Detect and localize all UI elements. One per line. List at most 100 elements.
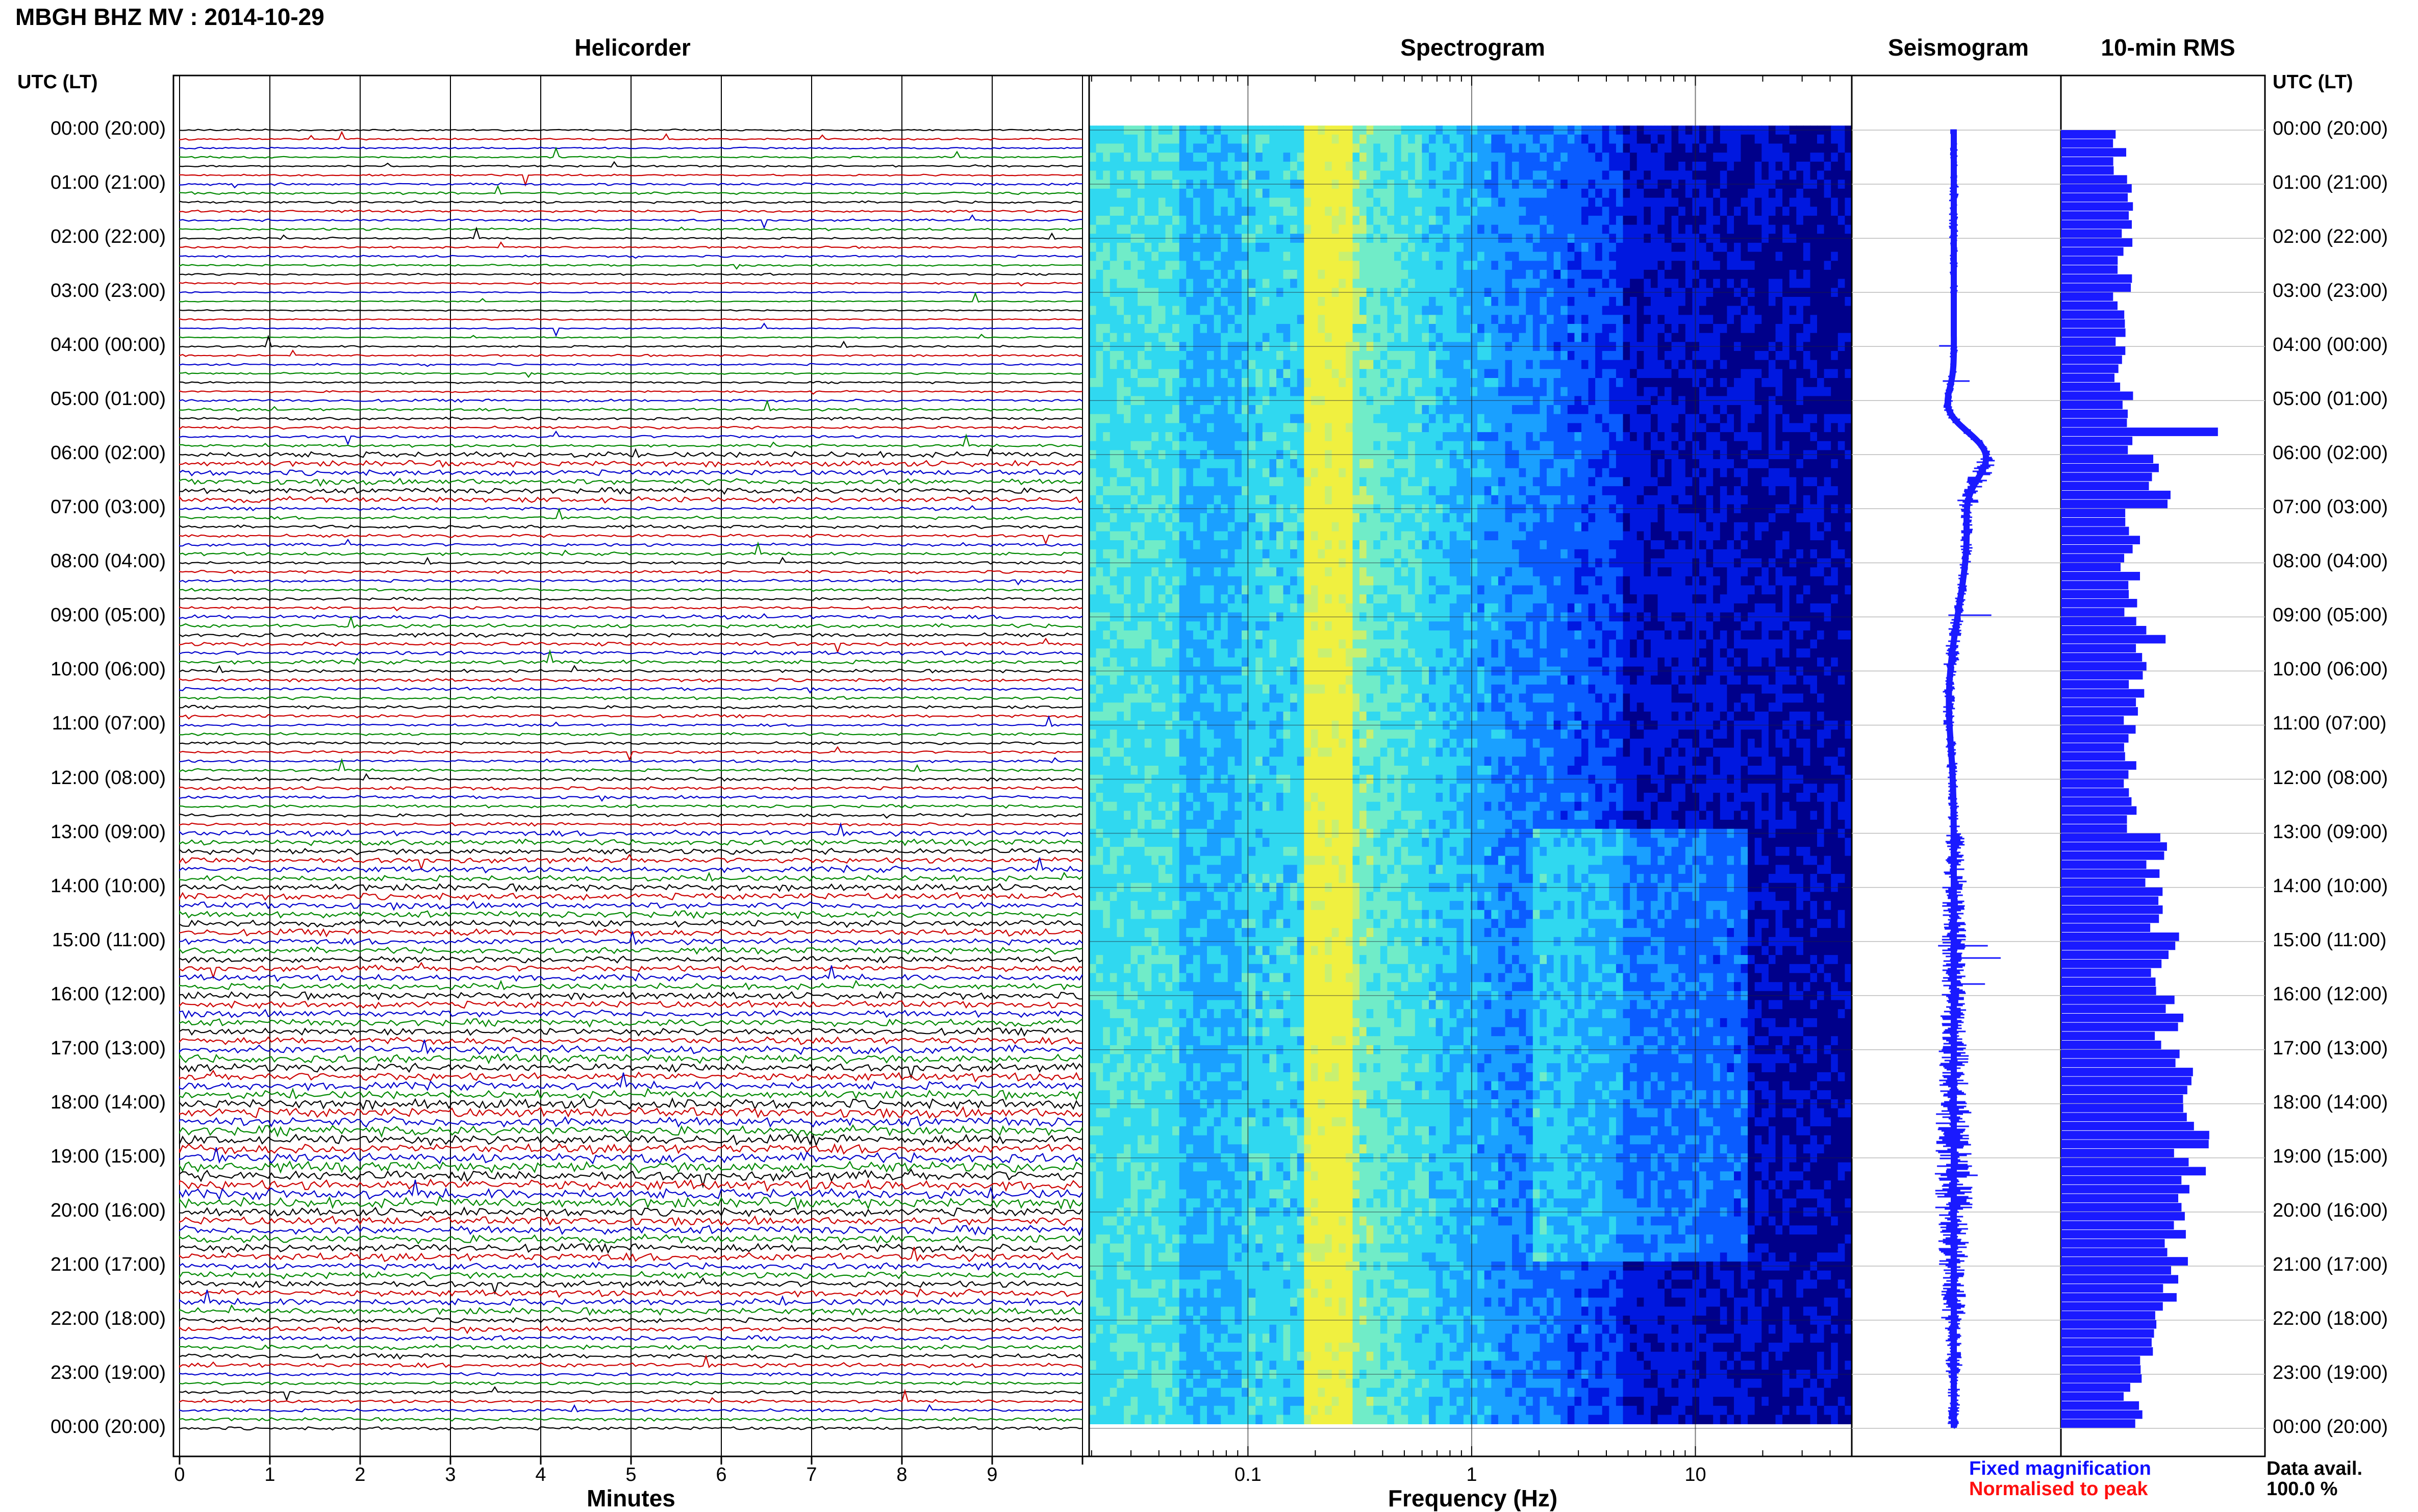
rms-bar bbox=[2061, 1131, 2209, 1140]
rms-bar bbox=[2061, 1311, 2155, 1320]
rms-bar bbox=[2061, 536, 2140, 544]
rms-bar bbox=[2061, 770, 2128, 779]
helicorder-tick-label: 6 bbox=[716, 1464, 726, 1486]
rms-bar bbox=[2061, 139, 2113, 148]
rms-bar bbox=[2061, 644, 2136, 652]
rms-bar bbox=[2061, 707, 2138, 716]
rms-bar bbox=[2061, 247, 2124, 256]
helicorder-tick-label: 9 bbox=[987, 1464, 997, 1486]
rms-bar bbox=[2061, 861, 2147, 869]
rms-bar bbox=[2061, 996, 2175, 1004]
rms-bar bbox=[2061, 130, 2115, 139]
rms-bar bbox=[2061, 265, 2118, 274]
rms-bar bbox=[2061, 329, 2126, 337]
helicorder-tick-label: 3 bbox=[445, 1464, 456, 1486]
rms-bar bbox=[2061, 635, 2165, 644]
rms-bar bbox=[2061, 1410, 2143, 1419]
rms-bar bbox=[2061, 166, 2114, 175]
rms-bar bbox=[2061, 563, 2121, 571]
rms-bar bbox=[2061, 581, 2128, 590]
rms-bar bbox=[2061, 301, 2118, 310]
helicorder-tick-label: 2 bbox=[355, 1464, 365, 1486]
helicorder-tick-label: 5 bbox=[625, 1464, 636, 1486]
helicorder-tick-label: 8 bbox=[896, 1464, 907, 1486]
data-availability-value: 100.0 % bbox=[2266, 1478, 2337, 1500]
rms-bar bbox=[2061, 1176, 2181, 1185]
rms-bar bbox=[2061, 437, 2132, 445]
rms-bar bbox=[2061, 1293, 2177, 1302]
rms-bar bbox=[2061, 1077, 2192, 1086]
rms-bar bbox=[2061, 1383, 2130, 1392]
rms-bar bbox=[2061, 698, 2136, 707]
rms-bar bbox=[2061, 896, 2158, 905]
rms-bar bbox=[2061, 446, 2128, 455]
rms-bar bbox=[2061, 1041, 2161, 1049]
rms-bar bbox=[2061, 356, 2122, 364]
rms-bar bbox=[2061, 1059, 2176, 1067]
rms-bar bbox=[2061, 1203, 2181, 1212]
rms-bar bbox=[2061, 500, 2168, 509]
rms-bar bbox=[2061, 572, 2140, 581]
data-availability-label: Data avail. bbox=[2266, 1458, 2362, 1480]
rms-bar bbox=[2061, 1031, 2155, 1040]
rms-bar bbox=[2061, 590, 2129, 598]
rms-bar bbox=[2061, 419, 2127, 427]
rms-bar bbox=[2061, 1275, 2178, 1284]
rms-bar bbox=[2061, 193, 2128, 202]
rms-bar bbox=[2061, 392, 2133, 400]
rms-bar bbox=[2061, 942, 2175, 950]
rms-bar bbox=[2061, 834, 2160, 842]
rms-bar bbox=[2061, 410, 2128, 418]
helicorder-xlabel: Minutes bbox=[587, 1484, 675, 1512]
rms-bar bbox=[2061, 987, 2156, 995]
legend-fixed-magnification: Fixed magnification bbox=[1969, 1458, 2151, 1480]
rms-bar bbox=[2061, 1095, 2183, 1103]
rms-bar bbox=[2061, 716, 2124, 725]
helicorder-tick-label: 7 bbox=[806, 1464, 817, 1486]
rms-bar bbox=[2061, 617, 2136, 625]
rms-bar bbox=[2061, 1113, 2187, 1121]
rms-bar bbox=[2061, 464, 2159, 472]
spectrogram-image bbox=[1089, 125, 1852, 1424]
rms-bar bbox=[2061, 427, 2218, 436]
rms-bar bbox=[2061, 1320, 2156, 1329]
rms-bar bbox=[2061, 779, 2124, 788]
legend-normalised-to-peak: Normalised to peak bbox=[1969, 1478, 2148, 1500]
rms-bar bbox=[2061, 157, 2113, 166]
rms-bar bbox=[2061, 229, 2122, 238]
rms-bar bbox=[2061, 888, 2162, 896]
rms-bar bbox=[2061, 905, 2163, 914]
helicorder-tick-label: 4 bbox=[535, 1464, 546, 1486]
rms-bar bbox=[2061, 1023, 2178, 1031]
rms-bar bbox=[2061, 1194, 2178, 1203]
rms-bar bbox=[2061, 509, 2125, 517]
rms-bar bbox=[2061, 797, 2131, 806]
rms-bar bbox=[2061, 554, 2124, 563]
rms-bar bbox=[2061, 608, 2124, 617]
rms-bar bbox=[2061, 1086, 2187, 1094]
rms-bar bbox=[2061, 869, 2159, 878]
rms-bar bbox=[2061, 1401, 2139, 1410]
rms-bar bbox=[2061, 527, 2129, 536]
rms-bar bbox=[2061, 256, 2118, 265]
rms-bar bbox=[2061, 824, 2127, 833]
rms-bar bbox=[2061, 1347, 2153, 1356]
spectrogram-tick-label: 1 bbox=[1466, 1464, 1477, 1486]
rms-bar bbox=[2061, 211, 2129, 220]
rms-bar bbox=[2061, 1122, 2194, 1130]
rms-bar bbox=[2061, 626, 2146, 635]
rms-bar bbox=[2061, 680, 2129, 689]
rms-bar bbox=[2061, 365, 2119, 373]
rms-bar bbox=[2061, 807, 2136, 815]
rms-bar bbox=[2061, 1050, 2180, 1059]
rms-bar bbox=[2061, 1392, 2124, 1401]
rms-bar bbox=[2061, 311, 2124, 319]
rms-bar bbox=[2061, 274, 2132, 283]
spectrogram-tick-label: 10 bbox=[1684, 1464, 1706, 1486]
rms-bar bbox=[2061, 851, 2164, 860]
rms-bar bbox=[2061, 238, 2132, 247]
rms-bar bbox=[2061, 491, 2171, 499]
rms-bar bbox=[2061, 1239, 2165, 1248]
rms-bar bbox=[2061, 1149, 2174, 1157]
